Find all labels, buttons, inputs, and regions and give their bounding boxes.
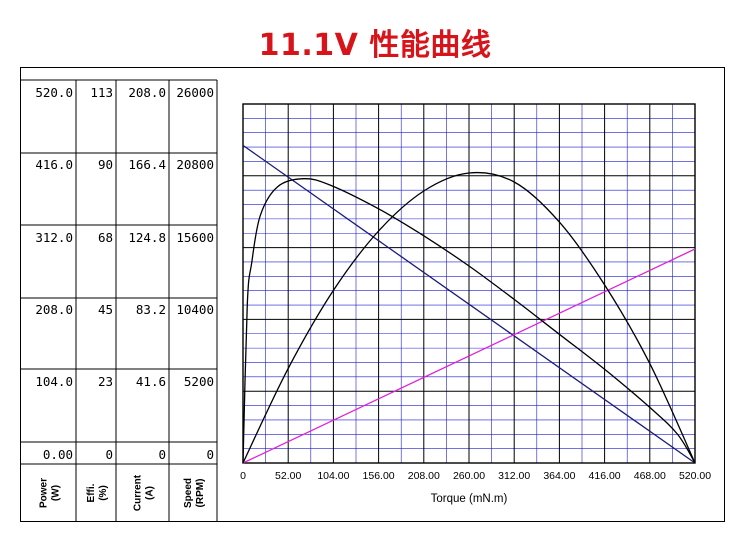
- x-tick-label: 468.00: [634, 470, 666, 482]
- y-axis-title: Power(W): [39, 478, 62, 508]
- x-tick-label: 364.00: [543, 470, 575, 482]
- y-tick-label: 23: [98, 374, 113, 389]
- efficiency-curve: [242, 178, 696, 464]
- y-tick-label: 0.00: [43, 447, 73, 462]
- y-tick-label: 90: [98, 157, 113, 172]
- y-tick-label: 41.6: [136, 374, 166, 389]
- y-axis-title-line: Power: [39, 478, 50, 508]
- y-tick-label: 208.0: [128, 85, 166, 100]
- x-tick-label: 52.00: [275, 470, 301, 482]
- y-axis-title: Speed(RPM): [183, 478, 206, 508]
- y-axis-title-unit: (W): [51, 485, 62, 501]
- performance-chart: 520.0 416.0 312.0 208.0 104.0 0.00 Power(W) 113…: [21, 79, 711, 522]
- y-axis-title-unit: (RPM): [195, 479, 206, 508]
- plot-grid: [242, 103, 696, 464]
- y-axis-title-line: Speed: [183, 478, 194, 508]
- y-tick-label: 124.8: [128, 230, 166, 245]
- speed-curve: [242, 144, 696, 464]
- y-tick-label: 312.0: [35, 230, 73, 245]
- y-tick-label: 166.4: [128, 157, 166, 172]
- y-tick-label: 520.0: [35, 85, 73, 100]
- power-curve: [242, 171, 696, 464]
- x-tick-label: 156.00: [363, 470, 395, 482]
- x-tick-label: 260.00: [453, 470, 485, 482]
- y-tick-label: 0: [158, 447, 166, 462]
- plot-border: [242, 103, 696, 464]
- y-tick-label: 113: [90, 85, 113, 100]
- y-axis-title: Current(A): [133, 474, 156, 511]
- y-tick-label: 416.0: [35, 157, 73, 172]
- y-axis-title-line: Effi.: [86, 483, 97, 502]
- y-axis-title-unit: (%): [98, 485, 109, 501]
- x-tick-label: 0: [240, 470, 246, 482]
- y-axis-title-unit: (A): [145, 486, 156, 500]
- chart-title: 11.1V 性能曲线: [258, 28, 492, 63]
- x-tick-label: 208.00: [408, 470, 440, 482]
- y-tick-label: 83.2: [136, 302, 166, 317]
- y-tick-label: 104.0: [35, 374, 73, 389]
- y-tick-label: 20800: [176, 157, 214, 172]
- x-tick-label: 104.00: [317, 470, 349, 482]
- y-tick-label: 0: [206, 447, 214, 462]
- y-tick-label: 0: [105, 447, 113, 462]
- current-curve: [242, 248, 696, 464]
- y-tick-label: 26000: [176, 85, 214, 100]
- y-tick-label: 5200: [184, 374, 214, 389]
- x-tick-label: 312.00: [498, 470, 530, 482]
- x-tick-label: 520.00: [679, 470, 711, 482]
- y-tick-label: 45: [98, 302, 113, 317]
- y-tick-label: 68: [98, 230, 113, 245]
- y-tick-label: 10400: [176, 302, 214, 317]
- y-axis-title: Effi.(%): [86, 483, 109, 502]
- y-tick-label: 208.0: [35, 302, 73, 317]
- y-axis-title-line: Current: [133, 474, 144, 511]
- y-tick-label: 15600: [176, 230, 214, 245]
- chart-frame: 520.0 416.0 312.0 208.0 104.0 0.00 Power(W) 113…: [20, 67, 725, 522]
- x-axis-title: Torque (mN.m): [431, 493, 508, 505]
- x-tick-label: 416.00: [589, 470, 621, 482]
